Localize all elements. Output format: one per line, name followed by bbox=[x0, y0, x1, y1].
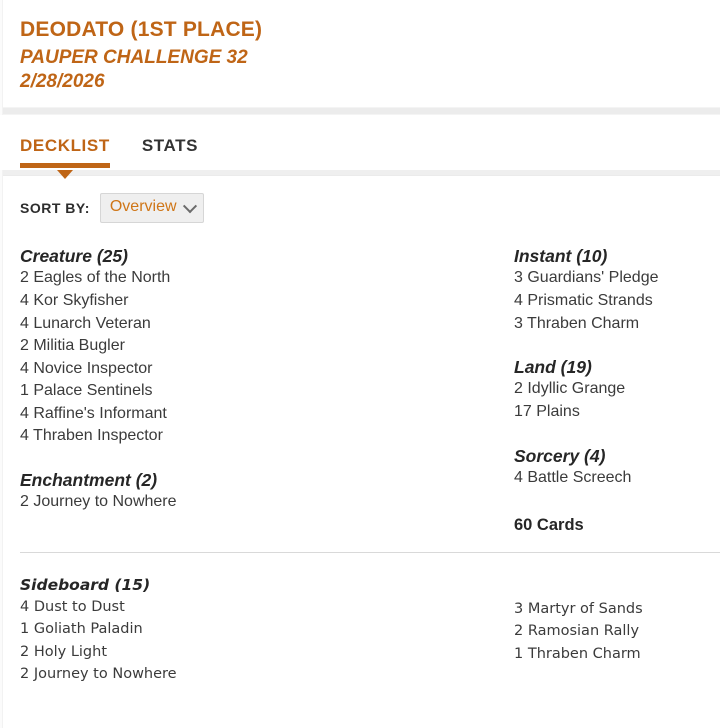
sideboard-column-right: 3 Martyr of Sands 2 Ramosian Rally 1 Thr… bbox=[497, 576, 720, 665]
tab-stats[interactable]: STATS bbox=[142, 136, 198, 170]
card-line[interactable]: 2 Holy Light bbox=[20, 643, 108, 660]
sideboard-column-left: Sideboard (15) 4 Dust to Dust 1 Goliath … bbox=[0, 576, 497, 686]
sideboard-columns: Sideboard (15) 4 Dust to Dust 1 Goliath … bbox=[0, 576, 720, 686]
card-line[interactable]: 4 Novice Inspector bbox=[20, 359, 153, 377]
category-block: Sorcery (4) 4 Battle Screech bbox=[514, 445, 720, 490]
category-title: Instant (10) bbox=[514, 246, 608, 267]
sideboard-divider bbox=[20, 551, 720, 553]
card-line[interactable]: 4 Thraben Inspector bbox=[20, 427, 163, 445]
sort-row: SORT BY: Overview bbox=[0, 176, 720, 224]
card-line[interactable]: 2 Journey to Nowhere bbox=[20, 666, 177, 683]
card-line[interactable]: 3 Guardians' Pledge bbox=[514, 269, 659, 287]
deck-header: DEODATO (1ST PLACE) PAUPER CHALLENGE 32 … bbox=[0, 0, 720, 108]
card-line[interactable]: 2 Idyllic Grange bbox=[514, 380, 626, 398]
deck-title: DEODATO (1ST PLACE) bbox=[20, 18, 263, 41]
card-line[interactable]: 4 Battle Screech bbox=[514, 468, 632, 486]
card-line[interactable]: 1 Goliath Paladin bbox=[20, 621, 143, 638]
tab-bar: DECKLIST STATS bbox=[0, 115, 720, 180]
card-line[interactable]: 4 Raffine's Informant bbox=[20, 404, 167, 422]
card-line[interactable]: 1 Palace Sentinels bbox=[20, 382, 153, 400]
decklist-column-right: Instant (10) 3 Guardians' Pledge 4 Prism… bbox=[497, 245, 720, 536]
card-line[interactable]: 1 Thraben Charm bbox=[514, 645, 641, 662]
card-line[interactable]: 4 Prismatic Strands bbox=[514, 292, 653, 309]
category-block: Enchantment (2) 2 Journey to Nowhere bbox=[20, 469, 497, 514]
card-line[interactable]: 3 Thraben Charm bbox=[514, 314, 640, 332]
tab-bar-rule bbox=[0, 170, 720, 177]
category-block: Land (19) 2 Idyllic Grange 17 Plains bbox=[514, 356, 720, 423]
decklist-column-left: Creature (25) 2 Eagles of the North 4 Ko… bbox=[0, 245, 497, 514]
decklist-body: Creature (25) 2 Eagles of the North 4 Ko… bbox=[0, 223, 720, 536]
deck-event-date: 2/28/2026 bbox=[20, 70, 105, 92]
header-divider bbox=[0, 107, 720, 116]
card-line[interactable]: 2 Militia Bugler bbox=[20, 337, 125, 355]
card-line[interactable]: 2 Ramosian Rally bbox=[514, 623, 640, 640]
tab-decklist-label: DECKLIST bbox=[20, 136, 110, 156]
sort-by-select[interactable]: Overview bbox=[99, 193, 204, 224]
category-block: Instant (10) 3 Guardians' Pledge 4 Prism… bbox=[514, 245, 720, 335]
card-line[interactable]: 4 Lunarch Veteran bbox=[20, 314, 151, 332]
deck-event-name: PAUPER CHALLENGE 32 bbox=[20, 46, 248, 68]
tab-active-underline bbox=[20, 163, 110, 169]
category-block: Creature (25) 2 Eagles of the North 4 Ko… bbox=[20, 245, 497, 448]
sort-by-label: SORT BY: bbox=[20, 200, 90, 217]
maindeck-total: 60 Cards bbox=[514, 515, 584, 534]
sort-by-value: Overview bbox=[109, 198, 177, 216]
card-line[interactable]: 4 Dust to Dust bbox=[20, 598, 125, 615]
sideboard-title: Sideboard (15) bbox=[20, 575, 151, 594]
category-title: Land (19) bbox=[514, 357, 592, 378]
tab-stats-label: STATS bbox=[141, 136, 199, 156]
sideboard-section: Sideboard (15) 4 Dust to Dust 1 Goliath … bbox=[0, 553, 720, 686]
tab-active-caret-icon bbox=[56, 170, 73, 180]
card-line[interactable]: 2 Eagles of the North bbox=[20, 269, 171, 287]
decklist-columns: Creature (25) 2 Eagles of the North 4 Ko… bbox=[0, 245, 720, 536]
card-line[interactable]: 3 Martyr of Sands bbox=[514, 600, 643, 617]
category-title: Creature (25) bbox=[20, 246, 128, 267]
card-line[interactable]: 17 Plains bbox=[514, 403, 580, 421]
category-title: Sorcery (4) bbox=[514, 445, 606, 466]
category-title: Enchantment (2) bbox=[20, 469, 158, 490]
card-line[interactable]: 4 Kor Skyfisher bbox=[20, 292, 129, 309]
tab-decklist[interactable]: DECKLIST bbox=[20, 136, 110, 180]
chevron-down-icon bbox=[182, 199, 197, 214]
card-line[interactable]: 2 Journey to Nowhere bbox=[20, 493, 177, 511]
